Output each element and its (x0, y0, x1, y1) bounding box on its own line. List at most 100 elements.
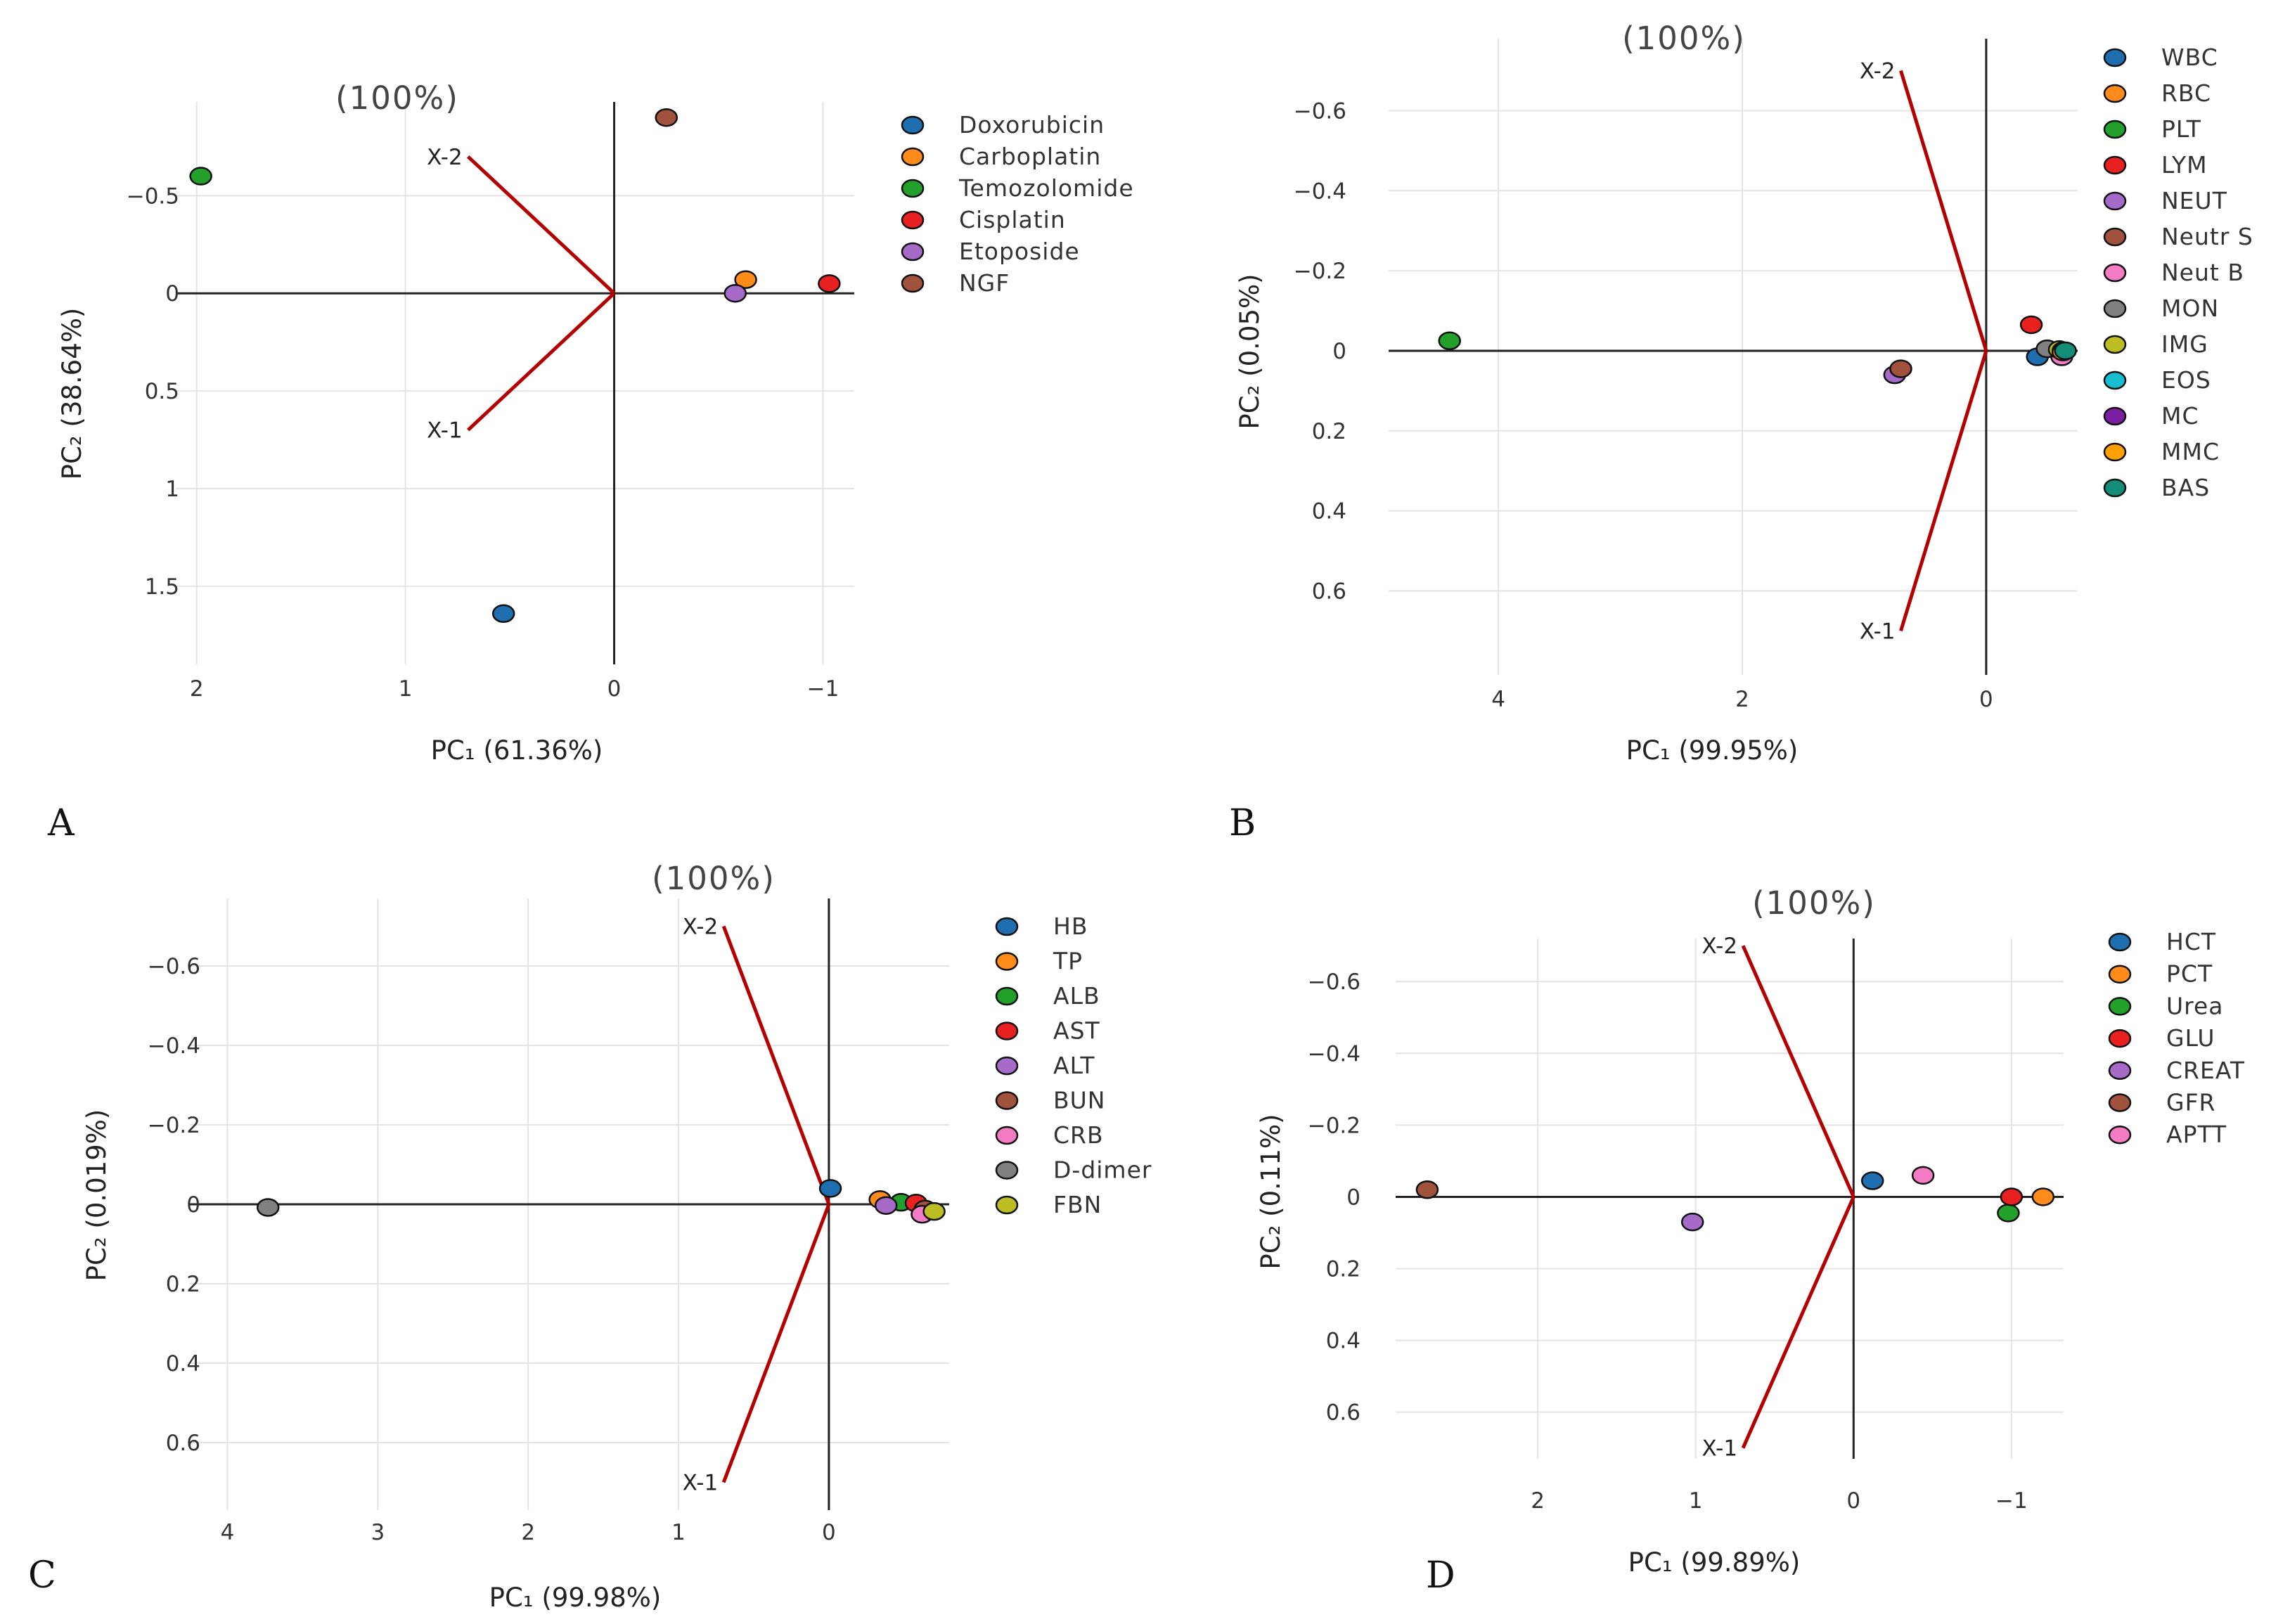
legend-marker (995, 1056, 1019, 1076)
y-tick-label: 0 (1332, 339, 1346, 364)
y-axis-label: PC₂ (38.64%) (57, 308, 87, 480)
data-point (655, 108, 678, 127)
x-tick-label: 2 (1735, 687, 1749, 712)
legend-label: AST (1053, 1017, 1100, 1045)
legend-marker (2103, 48, 2127, 67)
legend-label: BUN (1053, 1087, 1105, 1114)
data-point (818, 1179, 842, 1198)
legend-marker (901, 210, 925, 230)
legend-marker (995, 917, 1019, 936)
legend-label: MMC (2161, 438, 2220, 465)
y-tick-label: 0.6 (1312, 579, 1346, 604)
data-point (1997, 1204, 2020, 1223)
legend-label: ALT (1053, 1052, 1095, 1079)
panel-d: 2 1 0 −1 −0.6 −0.4 −0.2 0 0.2 0.4 0.6 X-1 X-2 HCT PCT U… (1256, 884, 2244, 1597)
chart-title: (100%) (652, 860, 776, 897)
data-point (922, 1201, 946, 1221)
data-point (1861, 1171, 1884, 1190)
legend-marker (2103, 299, 2127, 318)
loading-vector (1899, 350, 1988, 632)
loading-vector (466, 155, 616, 295)
legend-label: PLT (2161, 115, 2201, 143)
x-tick-label: 3 (371, 1520, 385, 1545)
x-tick-label: −1 (1995, 1488, 2028, 1514)
legend-marker (2103, 406, 2127, 426)
legend-label: HB (1053, 913, 1088, 940)
y-tick-label: 0.2 (1312, 419, 1346, 444)
x-tick-label: −1 (807, 676, 839, 702)
chart-title: (100%) (1752, 884, 1876, 922)
y-tick-label: 0.4 (166, 1351, 200, 1377)
y-tick-label: −0.6 (1294, 98, 1346, 124)
x-tick-label: 4 (221, 1520, 235, 1545)
legend-marker (2108, 997, 2132, 1016)
data-point (874, 1196, 898, 1215)
x-tick-label: 2 (1531, 1488, 1545, 1514)
legend-label: LYM (2161, 151, 2208, 179)
legend-label: MON (2161, 295, 2219, 322)
loading-vector (721, 1204, 831, 1483)
legend-marker (2108, 965, 2132, 984)
y-tick-label: 1.5 (145, 574, 179, 600)
panel-b: 4 2 0 −0.6 −0.4 −0.2 0 0.2 0.4 0.6 X-1 X-2 WBC RBC PLT… (1229, 20, 2253, 844)
vector-label: X-1 (1701, 1436, 1737, 1462)
panel-a: 2 1 0 −1 −0.5 0 0.5 1 1.5 X-1 X-2 Doxorubicin Carbop… (47, 79, 1133, 844)
x-tick-label: 2 (521, 1520, 535, 1545)
legend-label: PCT (2166, 960, 2213, 988)
y-tick-label: 0.2 (166, 1272, 200, 1297)
y-tick-label: 0.6 (1326, 1400, 1360, 1426)
legend-label: NGF (959, 269, 1010, 297)
legend-marker (2103, 84, 2127, 103)
legend-label: CRB (1053, 1121, 1104, 1149)
vector-label: X-1 (427, 418, 463, 444)
x-axis-label: PC₁ (99.98%) (489, 1583, 662, 1613)
legend-label: Neutr S (2161, 223, 2253, 250)
y-tick-label: 0.2 (1326, 1257, 1360, 1282)
legend-marker (995, 1022, 1019, 1040)
legend-label: GFR (2166, 1089, 2215, 1116)
y-tick-label: −0.6 (148, 954, 200, 979)
y-tick-label: −0.2 (1294, 259, 1346, 284)
legend-label: Neut B (2161, 259, 2244, 286)
legend-label: GLU (2166, 1024, 2215, 1052)
y-axis-label: PC₂ (0.05%) (1235, 273, 1265, 429)
y-tick-label: −0.4 (1294, 179, 1346, 204)
legend-marker (2108, 932, 2132, 952)
legend-marker (995, 1091, 1019, 1110)
x-tick-label: 0 (1979, 687, 1993, 712)
data-point (189, 167, 212, 186)
panel-letter: D (1426, 1554, 1455, 1597)
legend-marker (2108, 1125, 2132, 1145)
x-tick-label: 2 (190, 676, 204, 702)
legend-marker (2108, 1093, 2132, 1112)
legend-label: WBC (2161, 44, 2218, 71)
y-tick-label: 0.6 (166, 1431, 200, 1456)
x-tick-label: 1 (671, 1520, 686, 1545)
legend-marker (2103, 478, 2127, 498)
panel-letter: A (47, 802, 75, 844)
legend-label: RBC (2161, 79, 2211, 107)
legend-marker (901, 242, 925, 262)
vector-label: X-2 (1701, 934, 1737, 959)
vector-label: X-1 (683, 1470, 719, 1495)
y-tick-label: 0.4 (1326, 1329, 1360, 1354)
y-tick-label: 0 (165, 281, 179, 307)
x-tick-label: 1 (1689, 1488, 1703, 1514)
legend-label: APTT (2166, 1121, 2227, 1148)
legend-marker (2103, 263, 2127, 283)
legend-marker (901, 115, 925, 135)
legend-label: BAS (2161, 474, 2210, 501)
data-point (1911, 1166, 1935, 1185)
legend-label: Carboplatin (959, 143, 1101, 170)
data-point (734, 270, 757, 290)
legend-marker (2103, 335, 2127, 354)
legend-marker (995, 952, 1019, 971)
x-tick-label: 4 (1491, 687, 1505, 712)
legend-label: TP (1053, 948, 1083, 975)
vector-label: X-2 (683, 915, 719, 940)
legend-label: D-dimer (1053, 1156, 1152, 1184)
legend-label: ALB (1053, 982, 1100, 1010)
legend-marker (995, 1126, 1019, 1145)
legend-marker (2103, 442, 2127, 462)
